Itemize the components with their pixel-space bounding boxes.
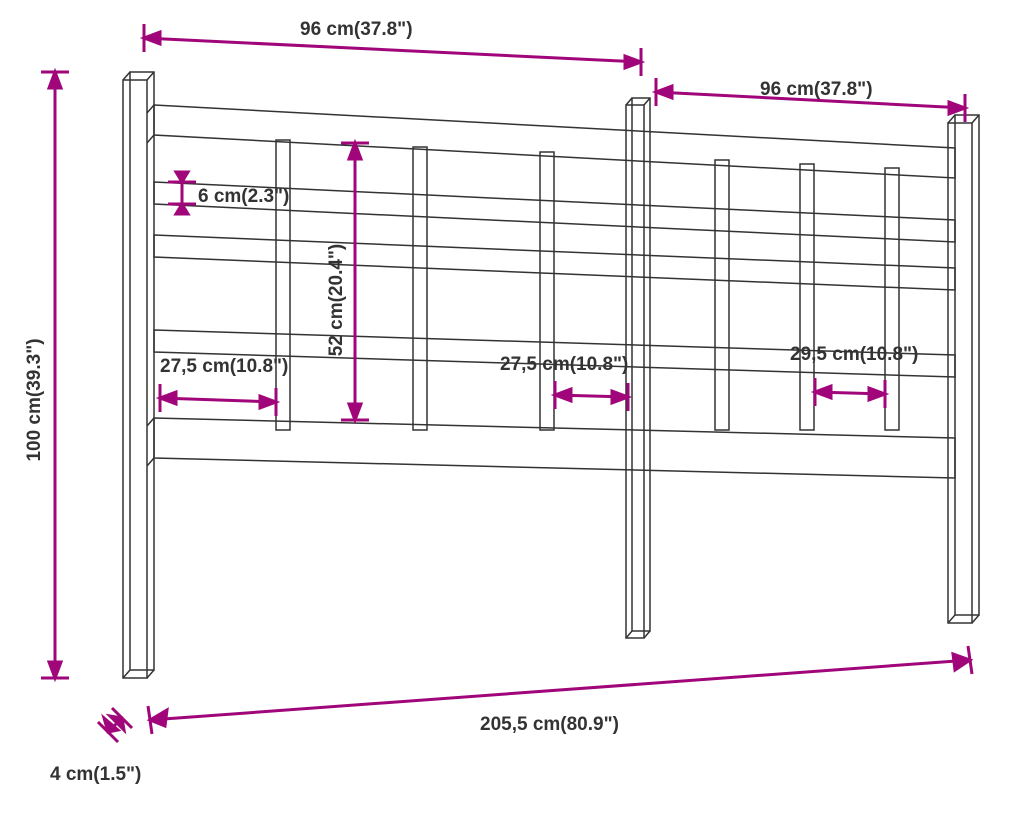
dim-slat-height — [168, 172, 196, 214]
vertical-slats-left — [276, 140, 554, 430]
post-right — [948, 115, 979, 623]
label-top-right: 96 cm(37.8") — [760, 79, 873, 100]
label-gap-1: 27,5 cm(10.8") — [160, 356, 288, 377]
dim-gap-2 — [555, 381, 628, 411]
dimension-annotations — [41, 24, 972, 742]
dim-gap-3 — [815, 378, 885, 408]
label-slat-height: 6 cm(2.3") — [198, 186, 289, 207]
dim-gap-1 — [160, 384, 276, 416]
horizontal-rails — [147, 105, 955, 478]
label-top-left: 96 cm(37.8") — [300, 19, 413, 40]
label-gap-2: 27,5 cm(10.8") — [500, 354, 628, 375]
dim-height-left — [41, 72, 69, 678]
label-depth: 4 cm(1.5") — [50, 764, 141, 785]
diagram-container: 96 cm(37.8") 96 cm(37.8") 100 cm(39.3") … — [0, 0, 1013, 839]
post-left — [123, 72, 154, 678]
label-inner-height: 52 cm(20.4") — [326, 244, 347, 357]
dimension-labels: 96 cm(37.8") 96 cm(37.8") 100 cm(39.3") … — [24, 19, 918, 785]
dim-depth — [98, 708, 132, 742]
label-width-bottom: 205,5 cm(80.9") — [480, 714, 619, 735]
label-gap-3: 29,5 cm(10.8") — [790, 344, 918, 365]
label-height-left: 100 cm(39.3") — [24, 338, 45, 461]
headboard-technical-drawing: 96 cm(37.8") 96 cm(37.8") 100 cm(39.3") … — [0, 0, 1013, 839]
